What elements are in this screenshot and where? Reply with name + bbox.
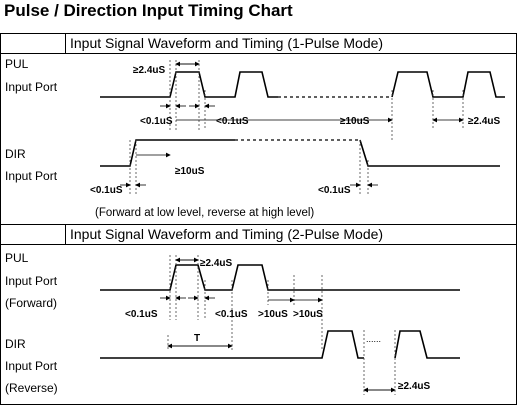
annotation: >10uS <box>258 309 288 320</box>
guides <box>160 255 396 395</box>
frame <box>0 33 517 405</box>
section-header: Input Signal Waveform and Timing (2-Puls… <box>70 226 383 242</box>
annotation: ≥2.4uS <box>398 381 430 392</box>
annotation: ≥2.4uS <box>133 65 165 76</box>
port-label: Input Port <box>5 169 58 183</box>
annotation: T <box>194 333 200 344</box>
note: (Forward at low level, reverse at high l… <box>95 207 314 219</box>
port-label: DIR <box>5 337 26 351</box>
annotation: <0.1uS <box>140 116 173 127</box>
annotation: ≥2.4uS <box>200 258 232 269</box>
annotation: <0.1uS <box>215 309 248 320</box>
port-label: Input Port <box>5 359 58 373</box>
annotation: <0.1uS <box>90 185 123 196</box>
port-label: DIR <box>5 147 26 161</box>
section-header: Input Signal Waveform and Timing (1-Puls… <box>70 35 383 51</box>
port-label: PUL <box>5 57 29 71</box>
annotation: ≥10uS <box>340 116 370 127</box>
port-label: (Forward) <box>5 296 57 310</box>
annotation: <0.1uS <box>216 116 249 127</box>
annotation: <0.1uS <box>125 309 158 320</box>
ellipsis: ...... <box>366 334 381 344</box>
port-label: Input Port <box>5 274 58 288</box>
annotation: ≥2.4uS <box>468 116 500 127</box>
annotation: >10uS <box>293 309 323 320</box>
title: Pulse / Direction Input Timing Chart <box>4 1 293 20</box>
port-label: PUL <box>5 251 29 265</box>
waveform: ...... <box>100 264 460 359</box>
annotation: <0.1uS <box>318 185 351 196</box>
port-label: Input Port <box>5 80 58 94</box>
port-label: (Reverse) <box>5 381 58 395</box>
guides <box>120 60 464 195</box>
annotation: ≥10uS <box>175 166 205 177</box>
